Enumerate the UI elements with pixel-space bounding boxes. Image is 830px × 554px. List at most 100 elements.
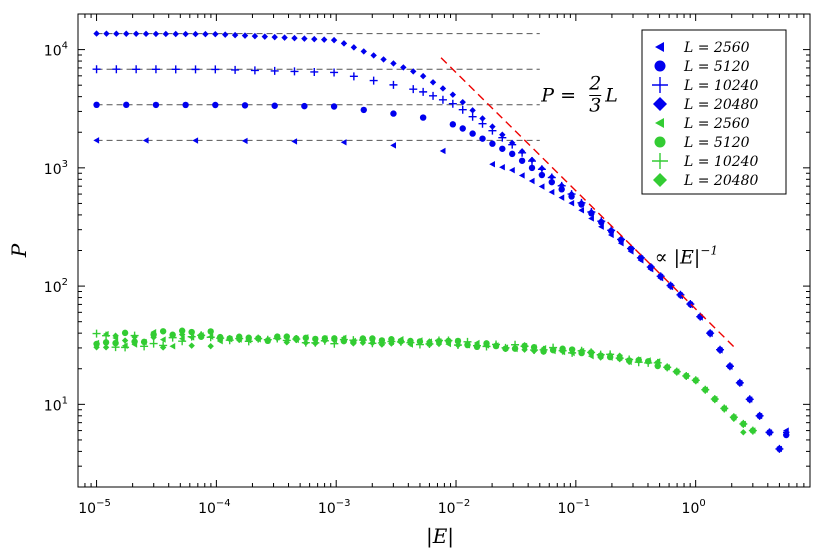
- point: [172, 30, 179, 38]
- point: [192, 137, 199, 144]
- point: [439, 147, 446, 155]
- point: [132, 30, 140, 37]
- point: [178, 331, 186, 338]
- point: [380, 56, 387, 63]
- point: [93, 30, 100, 37]
- legend-label: L = 20480: [683, 173, 759, 189]
- tick-exponent: 2: [62, 277, 68, 288]
- point: [331, 336, 338, 344]
- point: [449, 121, 457, 128]
- point: [350, 44, 358, 51]
- point: [360, 106, 367, 114]
- point: [330, 68, 339, 77]
- tick-base: 10: [438, 501, 456, 517]
- point: [162, 30, 170, 38]
- point: [548, 188, 555, 196]
- point: [458, 105, 467, 114]
- reference-lines: [96, 33, 540, 141]
- tick-base: 10: [44, 162, 62, 178]
- tick-label: 10−3: [318, 498, 351, 517]
- point: [540, 348, 547, 355]
- tick-label: 10−4: [198, 498, 231, 517]
- point: [410, 68, 417, 75]
- point: [206, 333, 215, 342]
- point: [647, 263, 654, 271]
- tick-exponent: −2: [456, 498, 471, 509]
- point: [301, 35, 308, 42]
- point: [538, 183, 545, 190]
- point: [261, 33, 268, 40]
- point: [530, 347, 538, 355]
- point: [429, 79, 437, 86]
- point: [409, 85, 418, 94]
- point: [159, 344, 167, 351]
- point: [212, 30, 219, 38]
- tick-exponent: −3: [336, 498, 351, 509]
- point: [756, 412, 763, 420]
- point: [489, 123, 496, 130]
- point: [706, 329, 714, 337]
- point: [426, 338, 433, 345]
- point: [654, 359, 661, 366]
- point: [438, 95, 447, 104]
- point: [654, 60, 666, 72]
- point: [131, 333, 138, 341]
- tick-label: 10−5: [78, 498, 111, 517]
- point: [271, 33, 278, 41]
- point: [464, 340, 471, 348]
- point: [568, 346, 576, 353]
- point: [159, 328, 167, 335]
- point: [637, 254, 645, 262]
- point: [202, 30, 209, 38]
- point: [521, 346, 528, 353]
- plateau-formula-lhs: P =: [540, 85, 576, 107]
- point: [499, 131, 506, 138]
- point: [711, 395, 718, 403]
- point: [149, 339, 158, 348]
- point: [673, 368, 680, 375]
- legend-label: L = 10240: [683, 78, 759, 94]
- point: [178, 337, 187, 346]
- tick-exponent: 3: [62, 159, 68, 170]
- point: [152, 101, 160, 109]
- point: [283, 339, 290, 346]
- point: [102, 339, 110, 346]
- tick-label: 10−1: [558, 498, 591, 517]
- legend-label: L = 5120: [683, 59, 750, 75]
- point: [241, 102, 249, 109]
- point: [528, 164, 536, 172]
- point: [330, 103, 338, 110]
- point: [169, 332, 176, 340]
- point: [121, 343, 130, 352]
- fit-line-layer: [440, 57, 738, 351]
- point: [448, 99, 457, 108]
- point: [142, 137, 149, 144]
- point: [740, 429, 747, 436]
- point: [131, 338, 138, 345]
- tick-base: 10: [44, 280, 62, 296]
- point: [310, 67, 319, 76]
- point: [389, 80, 398, 89]
- point: [459, 125, 466, 132]
- point: [231, 31, 239, 39]
- point: [435, 340, 443, 348]
- point: [568, 199, 575, 207]
- point: [112, 332, 119, 339]
- point: [749, 427, 757, 434]
- point: [123, 101, 130, 109]
- point: [625, 358, 633, 366]
- point: [429, 91, 438, 100]
- tick-exponent: −4: [216, 498, 231, 509]
- legend-box: [641, 29, 787, 195]
- point: [776, 445, 783, 453]
- point: [293, 336, 300, 344]
- point: [468, 112, 477, 121]
- point: [667, 282, 674, 289]
- point: [499, 163, 505, 171]
- point: [766, 429, 773, 436]
- point: [578, 199, 585, 207]
- point: [171, 65, 180, 74]
- point: [657, 273, 664, 280]
- point: [211, 65, 220, 74]
